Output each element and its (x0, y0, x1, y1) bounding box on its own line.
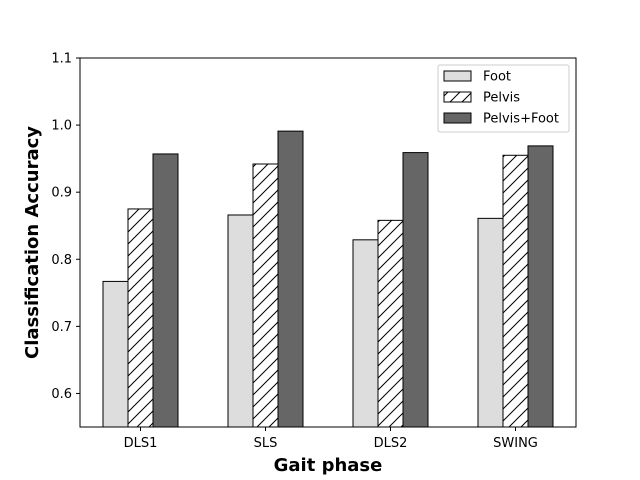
y-tick-label: 0.6 (51, 387, 72, 402)
x-tick-label: DLS1 (124, 436, 158, 451)
bar-pelvis-foot-dls1 (152, 153, 179, 428)
y-axis-title: Classification Accuracy (22, 126, 43, 359)
bar-pelvis-swing (502, 154, 529, 428)
bar-pelvis-foot-swing (527, 145, 554, 428)
legend-label: Pelvis+Foot (483, 112, 559, 127)
y-axis-ticks: 0.6 0.7 0.8 0.9 1.0 1.1 (51, 52, 80, 402)
y-tick-label: 0.9 (51, 186, 72, 201)
x-axis-title: Gait phase (274, 455, 383, 476)
bar-pelvis-foot-dls2 (402, 152, 429, 428)
legend-label: Foot (483, 70, 511, 85)
plot-area-frame (79, 57, 577, 428)
y-tick-label: 1.0 (51, 119, 72, 134)
bars-layer (102, 130, 554, 428)
legend-label: Pelvis (483, 91, 520, 106)
x-tick-label: DLS2 (374, 436, 408, 451)
y-tick-label: 1.1 (51, 52, 72, 67)
y-tick-label: 0.8 (51, 253, 72, 268)
legend-swatch (443, 70, 472, 82)
bar-pelvis-sls (252, 163, 279, 428)
bar-foot-dls2 (352, 239, 379, 428)
x-axis-ticks: DLS1 SLS DLS2 SWING (124, 427, 538, 451)
x-tick-label: SWING (493, 436, 538, 451)
legend-swatch (443, 112, 472, 124)
bar-pelvis-dls2 (377, 219, 404, 428)
legend-swatch (443, 91, 472, 103)
bar-foot-swing (477, 217, 504, 428)
bar-pelvis-dls1 (127, 208, 154, 428)
legend: Foot Pelvis Pelvis+Foot (437, 64, 570, 133)
x-tick-label: SLS (254, 436, 278, 451)
y-tick-label: 0.7 (51, 320, 72, 335)
bar-foot-sls (227, 214, 254, 428)
bar-pelvis-foot-sls (277, 130, 304, 428)
bar-foot-dls1 (102, 280, 129, 428)
